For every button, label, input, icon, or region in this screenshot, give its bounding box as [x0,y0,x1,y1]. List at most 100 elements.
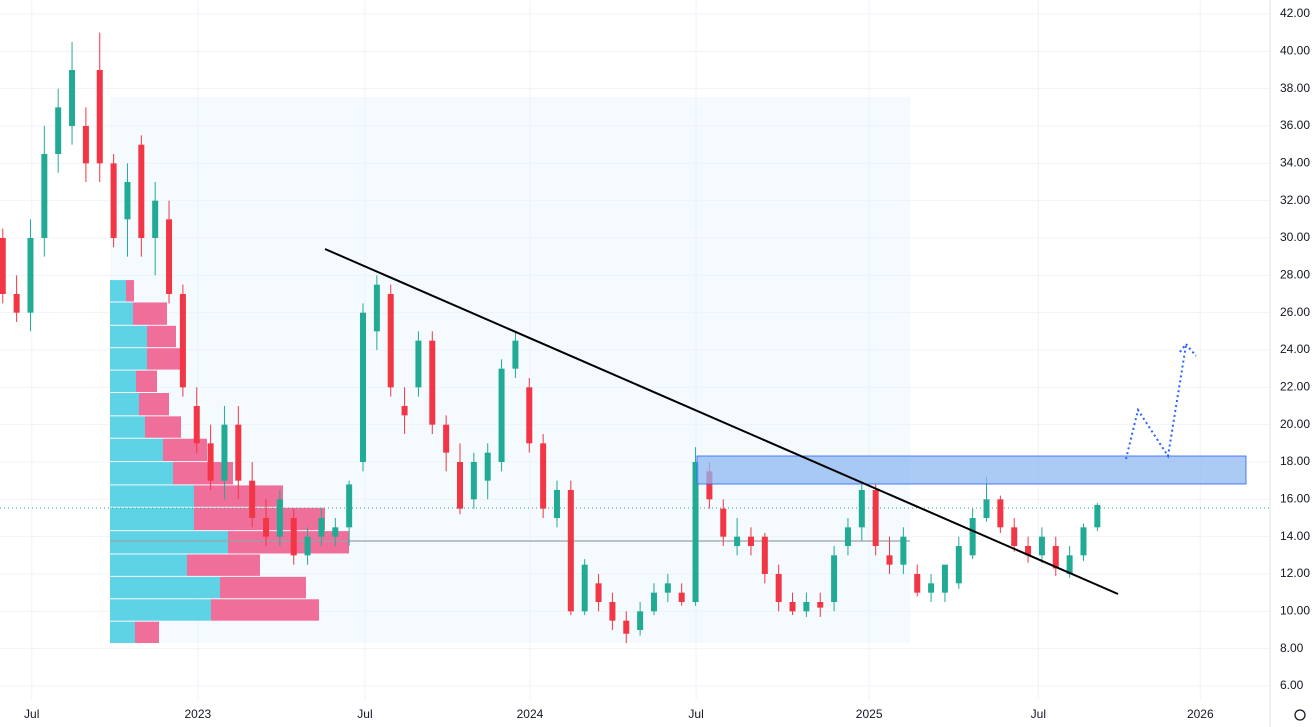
candle-body [540,443,547,509]
y-tick-label: 24.00 [1280,342,1310,356]
volume-up [110,325,147,348]
candle-body [914,574,921,593]
candle-body [318,518,325,537]
y-tick-label: 36.00 [1280,118,1310,132]
volume-up [110,370,136,392]
x-tick-label: 2023 [185,707,212,721]
volume-up [110,507,194,531]
candle-body [872,490,879,546]
candle-body [720,508,727,537]
y-tick-label: 6.00 [1280,678,1304,692]
y-tick-label: 30.00 [1280,230,1310,244]
volume-up [110,280,126,302]
candle-body [526,387,533,444]
candle-body [969,518,976,556]
candle-body [443,424,450,453]
candle-body [1038,536,1045,556]
candle-body [82,126,89,164]
settings-icon[interactable] [1294,709,1306,721]
candle-body [928,583,935,593]
projection-path [1125,344,1187,460]
candle-body [581,564,588,612]
candle-body [1094,504,1101,528]
volume-down [139,393,169,416]
volume-down [194,507,325,531]
candle-body [27,238,34,313]
candle-body [249,480,256,518]
volume-up [110,576,220,599]
candle-body [276,499,283,537]
volume-profile [110,280,349,644]
y-tick-label: 26.00 [1280,305,1310,319]
y-tick-label: 10.00 [1280,604,1310,618]
y-tick-label: 14.00 [1280,529,1310,543]
y-tick-label: 20.00 [1280,417,1310,431]
volume-up [110,621,135,644]
x-tick-label: Jul [24,707,39,721]
candle-body [373,284,380,332]
candle-body [553,490,560,518]
candle-body [761,536,768,574]
volume-down [126,280,134,302]
volume-up [110,485,194,507]
candle-body [124,182,131,220]
x-tick-label: 2025 [856,707,883,721]
candle-body [900,536,907,565]
volume-up [110,438,163,462]
volume-up [110,462,173,485]
candle-body [1052,546,1059,569]
candle-body [235,424,242,481]
volume-down [147,325,176,348]
volume-up [110,302,133,325]
candle-body [401,406,408,416]
candle-body [193,406,200,444]
candle-body [429,340,436,425]
x-tick-label: 2026 [1187,707,1214,721]
candle-body [221,424,228,481]
candle-body [96,70,103,164]
volume-down [173,462,233,485]
candle-body [207,443,214,481]
candle-body [387,294,394,388]
candle-body [831,555,838,602]
volume-down [147,348,180,370]
candle-body [1011,527,1018,546]
candle-body [179,294,186,388]
volume-down [136,370,157,392]
candle-body [567,490,574,612]
volume-down [220,576,306,599]
candle-body [55,107,62,154]
candle-body [844,527,851,546]
candle-body [1025,546,1032,556]
volume-up [110,348,147,370]
candle-body [609,602,616,621]
volume-up [110,531,228,554]
candle-body [0,238,6,294]
candle-body [706,471,713,500]
candle-body [747,536,754,546]
candle-body [650,592,657,612]
y-tick-label: 8.00 [1280,641,1304,655]
candle-body [346,484,353,528]
volume-down [135,621,159,644]
candle-body [470,462,477,500]
candle-body [595,583,602,602]
x-tick-label: Jul [1031,707,1046,721]
candle-body [360,312,367,462]
candle-body [803,602,810,612]
candle-body [166,219,173,294]
candle-body [637,611,644,630]
candle-body [512,340,519,369]
candle-body [775,574,782,602]
candle-body [955,546,962,584]
candle-body [941,564,948,593]
y-tick-label: 34.00 [1280,156,1310,170]
candle-body [41,154,48,238]
volume-up [110,393,139,416]
candle-body [983,499,990,518]
y-tick-label: 22.00 [1280,380,1310,394]
volume-up [110,416,145,438]
volume-down [187,554,260,576]
y-tick-label: 42.00 [1280,6,1310,20]
